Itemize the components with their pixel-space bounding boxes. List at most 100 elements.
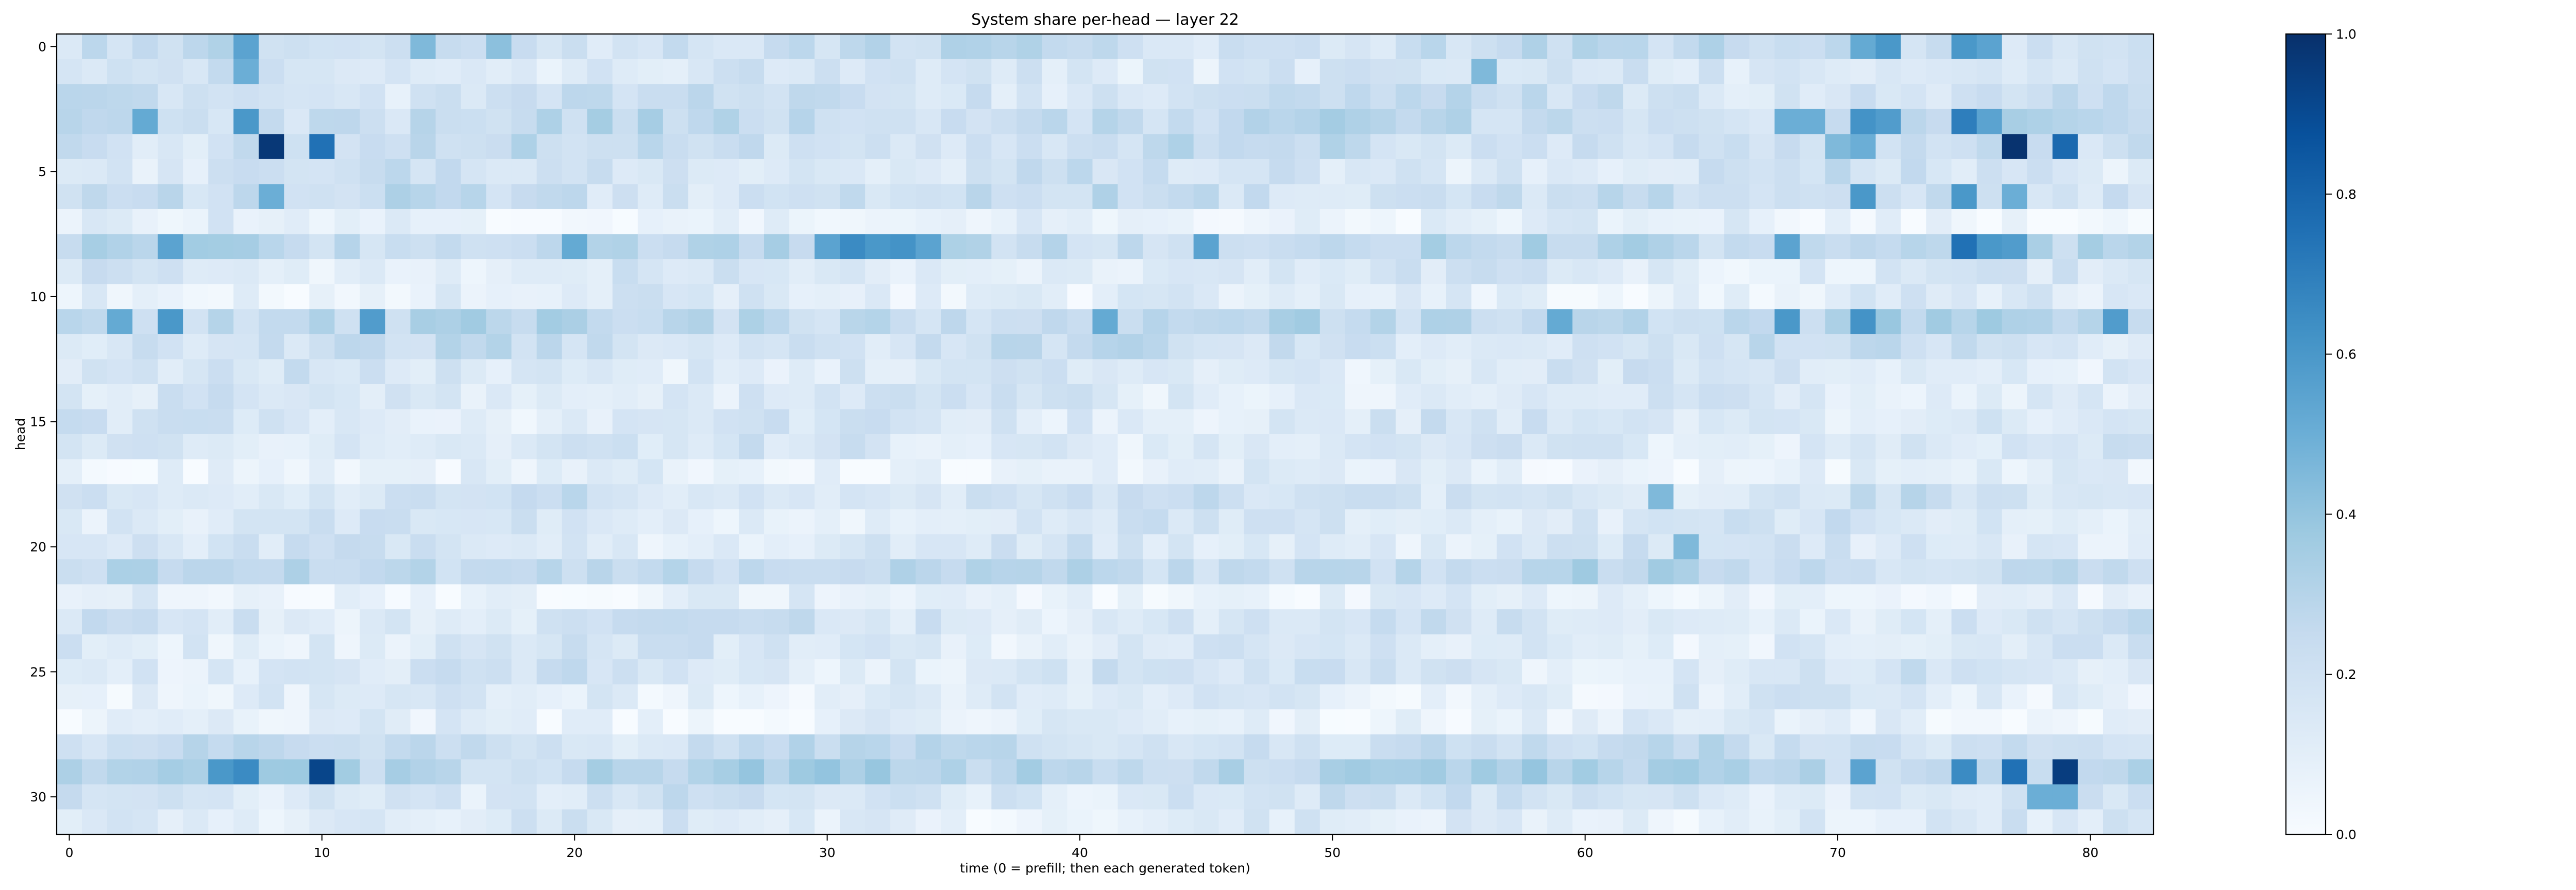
heatmap-cell: [941, 459, 967, 485]
heatmap-cell: [941, 609, 967, 635]
heatmap-cell: [1117, 109, 1144, 134]
heatmap-cell: [1218, 359, 1245, 385]
heatmap-cell: [461, 809, 487, 835]
heatmap-cell: [410, 284, 436, 310]
heatmap-cell: [1724, 609, 1750, 635]
heatmap-cell: [1699, 184, 1724, 210]
heatmap-cell: [259, 259, 284, 285]
heatmap-cell: [688, 109, 714, 134]
heatmap-cell: [1673, 309, 1699, 335]
heatmap-cell: [1016, 534, 1043, 560]
heatmap-cell: [1395, 59, 1421, 84]
heatmap-cell: [1699, 334, 1724, 360]
y-tick-label: 15: [30, 415, 46, 430]
heatmap-cell: [1901, 184, 1927, 210]
heatmap-cell: [486, 434, 512, 460]
heatmap-cell: [2128, 459, 2154, 485]
heatmap-cell: [688, 309, 714, 335]
heatmap-cell: [2128, 434, 2154, 460]
heatmap-cell: [890, 234, 916, 260]
heatmap-cell: [916, 709, 941, 735]
heatmap-cell: [57, 259, 82, 285]
heatmap-cell: [1420, 409, 1447, 435]
heatmap-cell: [587, 59, 613, 84]
heatmap-cell: [1522, 709, 1548, 735]
heatmap-cell: [663, 359, 689, 385]
heatmap-cell: [789, 209, 815, 235]
heatmap-cell: [1673, 259, 1699, 285]
heatmap-cell: [1648, 59, 1674, 84]
heatmap-cell: [789, 259, 815, 285]
heatmap-cell: [1092, 109, 1118, 134]
heatmap-cell: [1875, 159, 1902, 184]
heatmap-cell: [1522, 309, 1548, 335]
heatmap-cell: [486, 584, 512, 610]
heatmap-cell: [966, 259, 992, 285]
heatmap-cell: [57, 684, 82, 710]
heatmap-cell: [1850, 384, 1876, 410]
heatmap-cell: [1800, 359, 1826, 385]
heatmap-cell: [1673, 284, 1699, 310]
heatmap-cell: [1446, 59, 1472, 84]
heatmap-cell: [1143, 809, 1169, 835]
heatmap-cell: [2077, 209, 2104, 235]
heatmap-cell: [815, 509, 840, 535]
heatmap-cell: [1850, 634, 1876, 660]
heatmap-cell: [2052, 34, 2078, 60]
heatmap-cell: [1976, 184, 2003, 210]
heatmap-cell: [941, 559, 967, 585]
heatmap-cell: [360, 459, 386, 485]
heatmap-cell: [1092, 809, 1118, 835]
heatmap-cell: [1067, 684, 1093, 710]
heatmap-cell: [738, 234, 765, 260]
heatmap-cell: [1471, 159, 1497, 184]
heatmap-cell: [1522, 109, 1548, 134]
heatmap-cell: [1244, 284, 1270, 310]
heatmap-cell: [1850, 534, 1876, 560]
heatmap-cell: [536, 84, 563, 110]
heatmap-cell: [1395, 584, 1421, 610]
heatmap-cell: [1951, 34, 1977, 60]
heatmap-cell: [1875, 684, 1902, 710]
heatmap-cell: [1319, 59, 1346, 84]
heatmap-cell: [2002, 734, 2028, 760]
heatmap-cell: [1951, 509, 1977, 535]
heatmap-cell: [1117, 659, 1144, 685]
heatmap-cell: [562, 784, 588, 810]
heatmap-cell: [1471, 384, 1497, 410]
heatmap-cell: [1345, 534, 1371, 560]
heatmap-cell: [1143, 634, 1169, 660]
heatmap-cell: [663, 434, 689, 460]
heatmap-cell: [1269, 309, 1295, 335]
heatmap-cell: [1850, 234, 1876, 260]
heatmap-cell: [1951, 59, 1977, 84]
heatmap-cell: [663, 659, 689, 685]
heatmap-cell: [890, 84, 916, 110]
y-tick-label: 0: [38, 39, 46, 54]
heatmap-cell: [1370, 759, 1396, 785]
heatmap-cell: [1850, 109, 1876, 134]
heatmap-cell: [1016, 409, 1043, 435]
heatmap-cell: [1648, 434, 1674, 460]
heatmap-cell: [1522, 534, 1548, 560]
heatmap-cell: [1926, 209, 1952, 235]
heatmap-cell: [1345, 184, 1371, 210]
heatmap-cell: [1092, 334, 1118, 360]
heatmap-cell: [2128, 609, 2154, 635]
x-axis-label: time (0 = prefill; then each generated t…: [960, 861, 1250, 876]
heatmap-cell: [1016, 134, 1043, 160]
heatmap-cell: [82, 759, 108, 785]
heatmap-cell: [1294, 359, 1320, 385]
heatmap-cell: [612, 784, 638, 810]
heatmap-cell: [1850, 184, 1876, 210]
heatmap-cell: [1926, 409, 1952, 435]
heatmap-cell: [1319, 384, 1346, 410]
heatmap-cell: [1244, 734, 1270, 760]
heatmap-cell: [1800, 34, 1826, 60]
heatmap-cell: [1244, 759, 1270, 785]
heatmap-cell: [562, 309, 588, 335]
heatmap-cell: [2052, 734, 2078, 760]
heatmap-cell: [916, 584, 941, 610]
heatmap-cell: [1673, 809, 1699, 835]
heatmap-cell: [511, 684, 537, 710]
